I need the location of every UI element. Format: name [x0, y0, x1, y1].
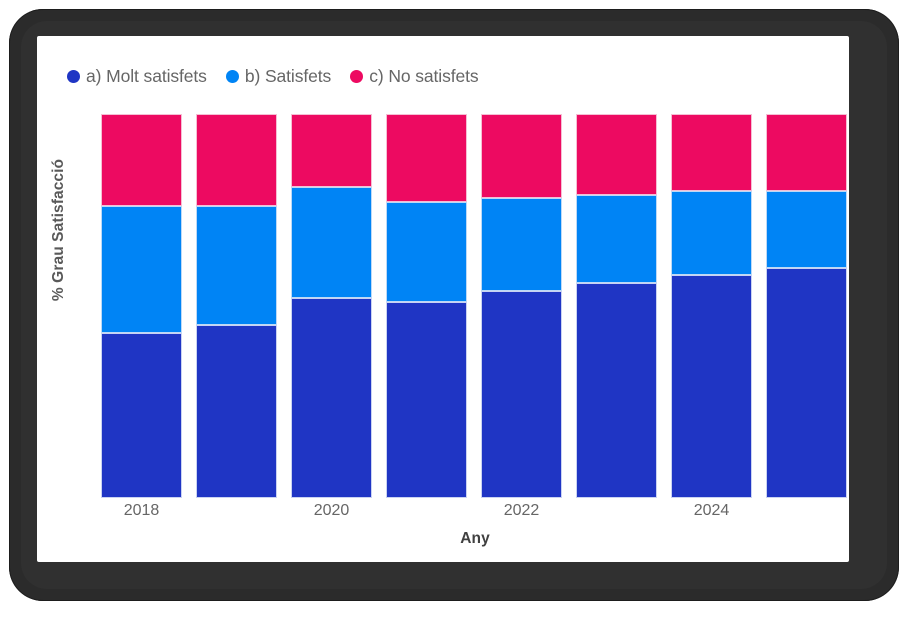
bar-segment[interactable]	[671, 190, 752, 276]
device-frame: a) Molt satisfets b) Satisfets c) No satis…	[9, 9, 899, 601]
bar-segment[interactable]	[576, 114, 657, 195]
bar-segment[interactable]	[196, 114, 277, 207]
chart-card: a) Molt satisfets b) Satisfets c) No satis…	[37, 36, 849, 562]
circle-marker-icon	[350, 69, 364, 83]
bar-segment[interactable]	[291, 114, 372, 187]
bar-segment[interactable]	[101, 206, 182, 333]
bar-segment[interactable]	[766, 267, 847, 498]
bar-segment[interactable]	[291, 186, 372, 299]
bar-column[interactable]	[481, 114, 562, 498]
bar-segment[interactable]	[481, 290, 562, 498]
bar-segment[interactable]	[766, 114, 847, 191]
legend-item-label: c) No satisfets	[369, 65, 479, 86]
bar-segment[interactable]	[766, 190, 847, 268]
chart-legend: a) Molt satisfets b) Satisfets c) No satis…	[67, 64, 479, 88]
y-axis-title: % Grau Satisfacció	[50, 158, 67, 302]
bar-segment[interactable]	[101, 332, 182, 498]
plot-wrapper: % Grau Satisfacció 2018 2020 2022 2024 Any	[37, 36, 849, 562]
bar-segment[interactable]	[196, 206, 277, 326]
bar-column[interactable]	[196, 114, 277, 498]
legend-item[interactable]: a) Molt satisfets	[67, 66, 207, 87]
bar-column[interactable]	[386, 114, 467, 498]
x-axis-tick-label: 2024	[693, 502, 730, 519]
bar-column[interactable]	[766, 114, 847, 498]
legend-item[interactable]: c) No satisfets	[350, 65, 479, 87]
legend-item[interactable]: b) Satisfets	[225, 65, 332, 87]
bar-segment[interactable]	[576, 282, 657, 498]
bar-segment[interactable]	[196, 325, 277, 498]
bar-segment[interactable]	[481, 114, 562, 199]
x-axis-tick-label: 2020	[313, 502, 350, 519]
x-axis-title: Any	[460, 530, 490, 547]
bar-column[interactable]	[576, 114, 657, 498]
x-axis-tick-label: 2022	[503, 502, 540, 519]
bar-segment[interactable]	[671, 114, 752, 191]
plot-area	[101, 114, 849, 498]
bar-column[interactable]	[671, 114, 752, 498]
bar-segment[interactable]	[291, 298, 372, 498]
bar-segment[interactable]	[671, 275, 752, 498]
bar-segment[interactable]	[386, 114, 467, 203]
bar-column[interactable]	[291, 114, 372, 498]
legend-item-label: a) Molt satisfets	[86, 65, 207, 86]
bar-segment[interactable]	[101, 114, 182, 207]
bar-segment[interactable]	[576, 194, 657, 283]
legend-item-label: b) Satisfets	[244, 65, 332, 86]
x-axis-tick-label: 2018	[123, 502, 160, 519]
bar-segment[interactable]	[386, 202, 467, 303]
bar-segment[interactable]	[481, 198, 562, 291]
circle-marker-icon	[225, 69, 239, 83]
circle-marker-icon	[67, 69, 80, 83]
x-axis-tick-labels: 2018 2020 2022 2024	[101, 502, 849, 526]
bar-segment[interactable]	[386, 302, 467, 498]
bar-column[interactable]	[101, 114, 182, 498]
